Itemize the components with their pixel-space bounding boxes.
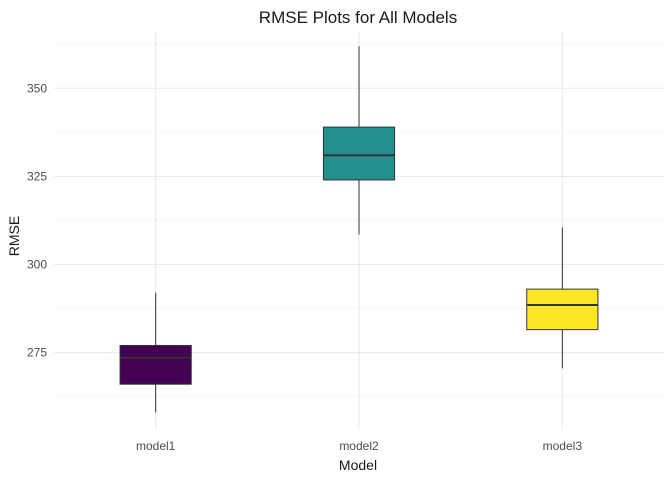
x-axis-title: Model [339,457,377,473]
y-axis-ticks: 275 300 325 350 [27,81,47,359]
y-tick-label: 275 [27,346,47,360]
x-tick-label: model2 [339,439,379,453]
y-tick-label: 300 [27,257,47,271]
x-axis-ticks: model1 model2 model3 [136,439,582,453]
chart-title: RMSE Plots for All Models [259,8,457,27]
y-tick-label: 350 [27,81,47,95]
boxes [119,46,599,413]
x-tick-label: model1 [136,439,176,453]
box-model2 [322,46,396,235]
box-rect [322,126,396,181]
y-axis-title: RMSE [6,216,22,256]
box-rect [119,344,192,385]
box-model1 [119,292,192,413]
x-tick-label: model3 [543,439,583,453]
box-model3 [526,227,599,369]
box-rect [526,288,599,331]
y-tick-label: 325 [27,169,47,183]
